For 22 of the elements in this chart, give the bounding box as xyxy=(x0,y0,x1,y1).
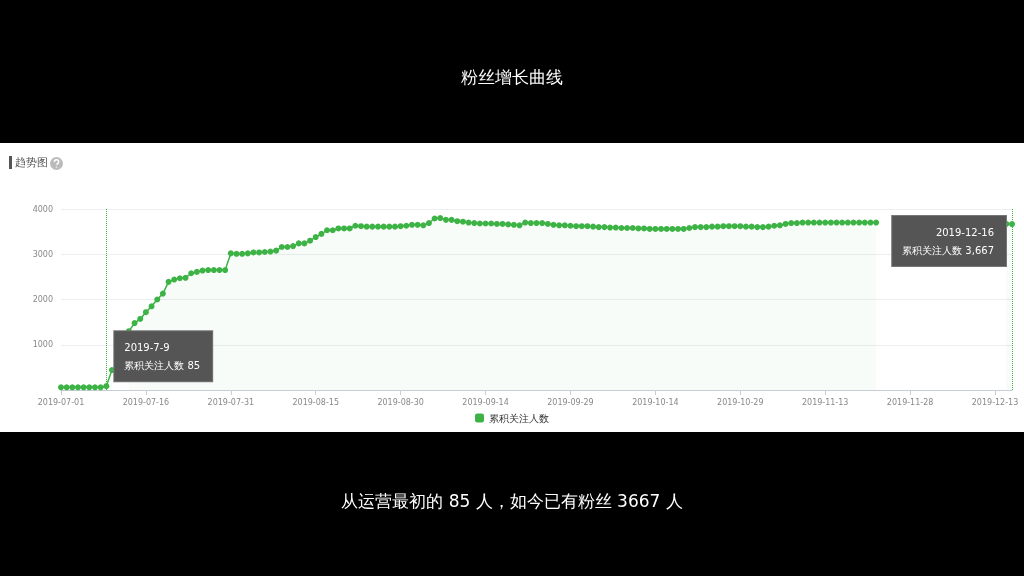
legend-label: 累积关注人数 xyxy=(489,412,549,424)
annotation: 2019-12-16 累积关注人数 3,667 xyxy=(902,226,994,256)
x-tick-label: 2019-07-31 xyxy=(207,397,255,407)
x-tick-label: 2019-10-14 xyxy=(632,397,679,407)
x-tick-label: 2019-07-01 xyxy=(37,397,85,407)
annotation: 2019-7-9 累积关注人数 85 xyxy=(124,341,201,371)
x-tick-label: 2019-09-29 xyxy=(547,397,594,407)
x-tick-label: 2019-12-13 xyxy=(971,397,1019,407)
x-tick-label: 2019-11-13 xyxy=(801,397,849,407)
x-tick-label: 2019-09-14 xyxy=(462,397,509,407)
y-tick-label: 3000 xyxy=(32,249,53,259)
x-tick-label: 2019-08-30 xyxy=(377,397,424,407)
y-tick-label: 1000 xyxy=(32,340,53,350)
chart-subtitle: 趋势图 xyxy=(9,156,48,169)
x-tick-label: 2019-11-28 xyxy=(886,397,934,407)
text: 从运营最初的 85 人，如今已有粉丝 3667 人 xyxy=(340,490,684,513)
x-tick-label: 2019-08-15 xyxy=(292,397,339,407)
y-tick-label: 2000 xyxy=(32,295,53,304)
y-tick-label: 4000 xyxy=(32,204,53,214)
x-tick-label: 2019-07-16 xyxy=(122,397,170,407)
chart-title: 粉丝增长曲线 xyxy=(460,66,564,89)
x-tick-label: 2019-10-29 xyxy=(717,397,764,407)
